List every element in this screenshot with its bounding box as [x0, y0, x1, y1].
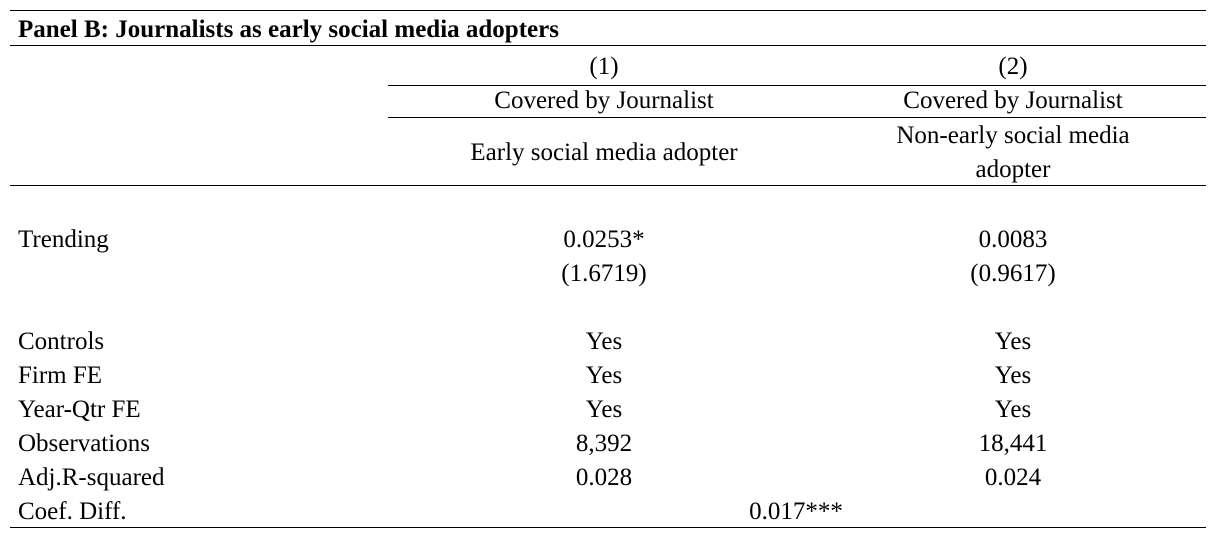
subheader-rule	[10, 185, 1206, 186]
panel-title: Panel B: Journalists as early social med…	[18, 16, 559, 43]
trending-label: Trending	[18, 226, 109, 253]
row-label: Observations	[18, 430, 150, 457]
number-rule	[388, 85, 1206, 86]
row-value: Yes	[585, 396, 623, 423]
column-2-subheader-line2: adopter	[975, 156, 1051, 183]
column-1-number: (1)	[589, 53, 619, 80]
row-value: 18,441	[978, 430, 1048, 457]
row-value: Yes	[994, 328, 1032, 355]
bottom-rule	[10, 527, 1206, 528]
column-2-header: Covered by Journalist	[903, 87, 1123, 114]
row-label: Adj.R-squared	[18, 464, 165, 491]
row-value: Yes	[994, 396, 1032, 423]
row-label: Year-Qtr FE	[18, 396, 141, 423]
row-value: Yes	[994, 362, 1032, 389]
row-value: 0.024	[984, 464, 1042, 491]
header-rule	[388, 117, 1206, 118]
column-2-number: (2)	[998, 53, 1028, 80]
row-value: 8,392	[575, 430, 633, 457]
column-1-header: Covered by Journalist	[494, 87, 714, 114]
column-1-subheader: Early social media adopter	[470, 139, 738, 166]
column-2-subheader-line1: Non-early social media	[896, 122, 1130, 149]
coef-diff-label: Coef. Diff.	[18, 498, 127, 525]
title-rule	[10, 45, 1206, 46]
trending-coef-1: 0.0253*	[563, 226, 645, 253]
row-value: 0.028	[575, 464, 633, 491]
trending-coef-2: 0.0083	[978, 226, 1048, 253]
row-value: Yes	[585, 362, 623, 389]
trending-tstat-2: (0.9617)	[970, 260, 1056, 287]
trending-tstat-1: (1.6719)	[561, 260, 647, 287]
top-rule	[10, 10, 1206, 11]
row-label: Controls	[18, 328, 105, 355]
row-value: Yes	[585, 328, 623, 355]
row-label: Firm FE	[18, 362, 103, 389]
coef-diff-value: 0.017***	[749, 498, 843, 525]
